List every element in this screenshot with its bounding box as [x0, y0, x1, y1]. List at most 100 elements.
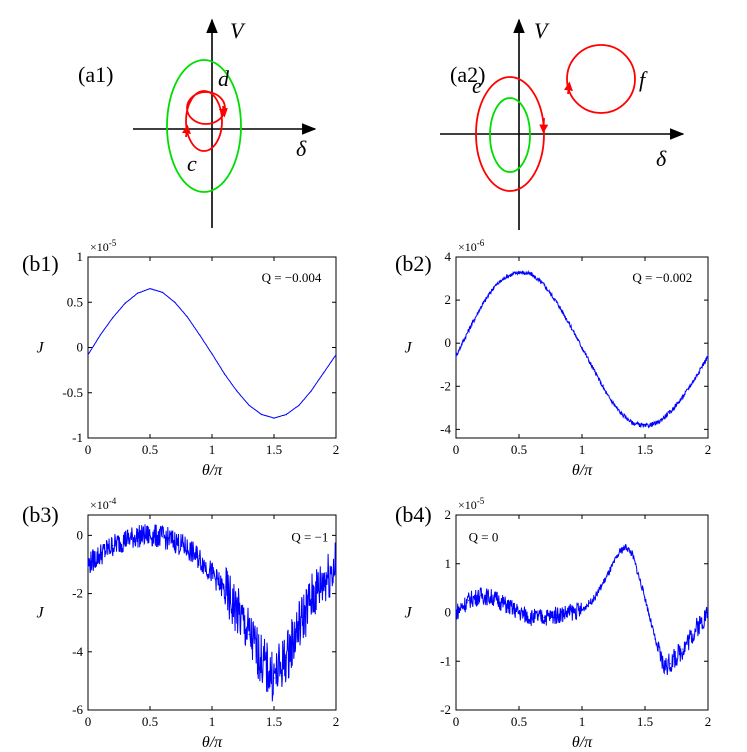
data-point [199, 558, 201, 560]
data-point [594, 370, 596, 372]
data-point [248, 404, 250, 407]
data-point [323, 372, 325, 374]
orbit-label-f: f [639, 67, 648, 92]
panel-label: (b1) [22, 251, 59, 276]
separatrix-curve-a2 [489, 97, 531, 173]
data-point [631, 422, 634, 424]
data-point [644, 597, 646, 599]
data-point [310, 390, 312, 392]
x-axis-label: θ/π [202, 462, 223, 479]
y-tick-label: 0 [77, 340, 84, 355]
data-point [531, 273, 533, 275]
data-point [606, 575, 608, 577]
orbit-d-a1 [186, 91, 226, 125]
data-point [248, 633, 250, 635]
orbit-label-c: c [187, 151, 197, 176]
x-tick-label: 0.5 [142, 714, 158, 729]
data-point [112, 317, 114, 319]
x-axis-label: θ/π [572, 734, 593, 751]
orbit-label-e: e [472, 73, 482, 98]
data-point [707, 355, 709, 357]
data-point [669, 663, 671, 665]
orbit-c-a1 [185, 90, 223, 152]
data-point [619, 550, 621, 553]
y-tick-label: 2 [445, 292, 452, 307]
data-point [657, 422, 659, 424]
data-point [568, 611, 571, 614]
data-point [211, 572, 213, 574]
data-point [261, 659, 263, 662]
data-point [682, 648, 684, 650]
panel-label-a2: (a2) [450, 62, 485, 87]
panel-label: (b4) [395, 502, 432, 527]
orbit-e-a2 [475, 76, 545, 192]
data-point [199, 334, 201, 336]
y-tick-label: -2 [72, 586, 83, 601]
data-point [581, 609, 583, 611]
data-point [581, 346, 583, 349]
sci-multiplier: ×10-6 [458, 238, 485, 254]
data-point [137, 535, 139, 537]
data-point [468, 329, 470, 331]
series-line [87, 524, 337, 702]
y-axis-label: J [36, 340, 44, 357]
y-tick-label: 0 [445, 335, 452, 350]
y-axis-label: J [36, 605, 44, 622]
data-point [223, 373, 225, 375]
data-point [174, 540, 176, 542]
orbit-c-arrow-icon [181, 124, 191, 138]
x-tick-label: 1.5 [637, 714, 653, 729]
data-point [161, 536, 163, 538]
data-point [707, 611, 709, 614]
data-point [594, 597, 596, 599]
data-point [657, 648, 659, 650]
y-tick-label: -4 [72, 644, 83, 659]
x-tick-label: 0 [85, 714, 92, 729]
x-tick-label: 1 [579, 714, 586, 729]
sci-exponent: -5 [477, 496, 485, 506]
x-tick-label: 0 [85, 442, 92, 457]
y-tick-label: -2 [440, 702, 451, 717]
y-tick-label: 1 [445, 556, 452, 571]
x-tick-label: 0 [453, 714, 460, 729]
x-tick-label: 2 [333, 442, 340, 457]
x-axis-label: θ/π [572, 462, 593, 479]
x-tick-label: 1.5 [637, 442, 653, 457]
schematic-a2: (a2) V δ e f [440, 18, 685, 230]
chart-panel-b1: (b1) 0 0.5 1 1.5 2 1 0.5 0 -0.5 -1 ×10-5 θ/π J Q = −0.… [22, 238, 339, 479]
data-point [518, 611, 520, 614]
data-point [223, 590, 225, 592]
data-point [556, 301, 558, 303]
sci-exponent: -4 [109, 496, 117, 506]
x-tick-label: 2 [333, 714, 340, 729]
y-tick-label: 0 [77, 527, 84, 542]
data-point [543, 616, 545, 618]
data-point [468, 599, 470, 601]
data-point [644, 425, 646, 427]
data-point [273, 417, 275, 419]
y-tick-label: 0.5 [67, 294, 83, 309]
x-tick-label: 1.5 [266, 714, 282, 729]
y-tick-label: -0.5 [62, 385, 83, 400]
data-point [480, 305, 482, 308]
data-point [124, 539, 126, 541]
x-tick-label: 1 [209, 442, 216, 457]
data-point [335, 563, 337, 566]
data-point [663, 665, 665, 667]
y-tick-label: -2 [440, 378, 451, 393]
chart-panel-b4: (b4) 0 0.5 1 1.5 2 2 1 0 -1 -2 ×10-5 θ/π J Q = 0 [395, 496, 711, 751]
x-tick-label: 0 [453, 442, 460, 457]
chart-panel-b3: (b3) 0 0.5 1 1.5 2 0 -2 -4 -6 ×10-4 θ/π J Q = −1 [22, 496, 339, 751]
v-axis-label-a2: V [534, 18, 550, 43]
y-tick-label: 4 [445, 249, 452, 264]
data-point [556, 614, 558, 616]
data-point [669, 411, 671, 413]
orbit-d-arrow-icon [218, 105, 228, 118]
data-point [285, 413, 287, 416]
q-annotation: Q = 0 [469, 529, 499, 544]
y-axis-label: J [404, 340, 412, 357]
data-point [335, 354, 337, 356]
q-annotation: Q = −0.002 [632, 270, 692, 285]
data-point [625, 546, 627, 548]
data-point [261, 413, 263, 416]
